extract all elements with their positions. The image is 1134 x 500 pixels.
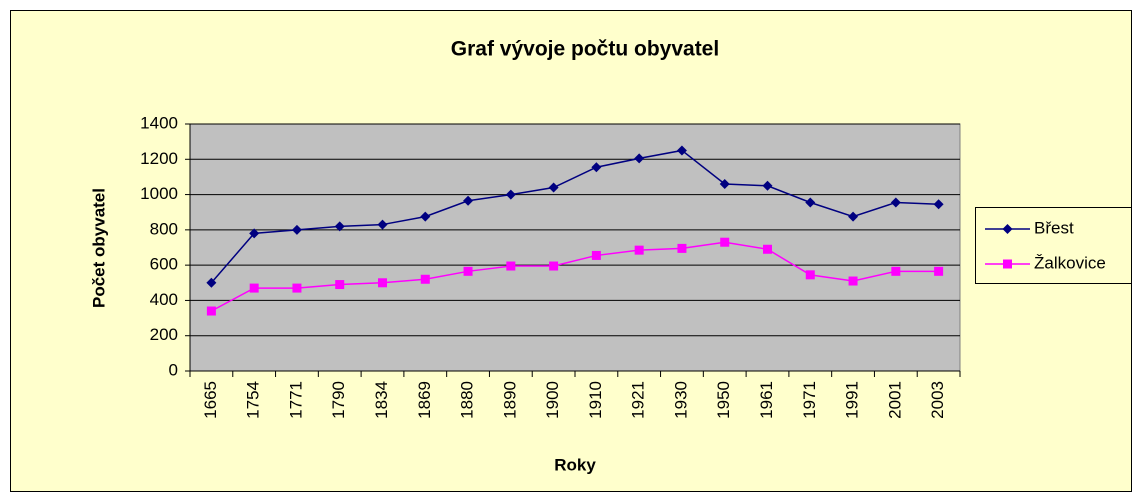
x-tick-label: 1921 [629,381,648,419]
marker [848,276,858,286]
marker [1003,259,1012,269]
marker [1002,224,1013,234]
plot-area [189,123,961,372]
x-tick-label: 1930 [671,381,690,419]
x-tick-label: 1869 [415,381,434,419]
y-axis-label: Počet obyvatel [89,188,108,308]
marker [548,182,559,193]
marker [805,197,816,208]
y-tick-label: 1000 [140,184,178,203]
marker [634,245,644,255]
marker [292,283,302,293]
marker [206,306,216,316]
chart-title: Graf vývoje počtu obyvatel [451,38,719,61]
marker [591,162,602,173]
marker [206,277,217,288]
x-tick-label: 2001 [885,381,904,419]
marker [378,278,387,288]
x-tick-label: 1880 [458,381,477,419]
x-tick-label: 1890 [500,381,519,419]
marker [335,280,345,290]
x-tick-label: 1665 [201,381,220,419]
series-line [211,241,939,312]
marker [549,261,559,271]
x-tick-label: 1790 [329,381,348,419]
marker [933,199,944,210]
series-line [210,149,939,284]
marker [720,237,730,247]
marker [377,219,388,230]
marker [891,266,901,276]
legend-label: Žalkovice [1034,253,1106,272]
marker [249,283,259,293]
y-tick-label: 600 [150,255,178,274]
marker [934,266,944,276]
x-tick-label: 1754 [244,381,263,419]
marker [463,266,473,276]
marker [634,153,645,164]
marker [890,197,901,208]
x-tick-label: 1910 [586,381,605,419]
y-tick-label: 200 [150,325,178,344]
x-tick-label: 1950 [714,381,733,419]
marker [677,243,687,253]
x-axis-label: Roky [554,455,596,474]
x-tick-label: 1991 [843,381,862,419]
marker [334,221,345,232]
marker [762,180,773,191]
marker [848,211,859,222]
marker [763,244,772,254]
x-tick-label: 1961 [757,381,776,419]
marker [676,145,687,156]
y-tick-label: 800 [150,219,178,238]
y-tick-label: 0 [169,360,178,379]
x-tick-label: 1834 [372,381,391,419]
marker [249,228,260,239]
marker [505,189,516,200]
marker [420,274,430,284]
x-tick-label: 1900 [543,381,562,419]
marker [291,224,302,235]
legend [975,207,1132,284]
marker [463,195,474,206]
y-tick-label: 1200 [140,149,178,168]
marker [805,270,815,280]
y-tick-label: 400 [150,290,178,309]
marker [506,261,516,271]
x-tick-label: 2003 [928,381,947,419]
marker [719,178,730,189]
marker [591,250,601,260]
legend-label: Břest [1034,218,1074,237]
marker [420,211,431,222]
y-tick-label: 1400 [140,113,178,132]
x-tick-label: 1971 [800,381,819,419]
x-tick-label: 1771 [286,381,305,419]
